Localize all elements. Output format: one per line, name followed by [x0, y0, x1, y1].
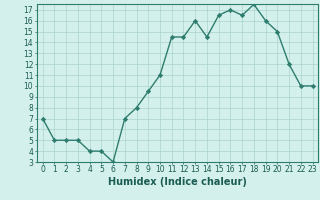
X-axis label: Humidex (Indice chaleur): Humidex (Indice chaleur) — [108, 177, 247, 187]
